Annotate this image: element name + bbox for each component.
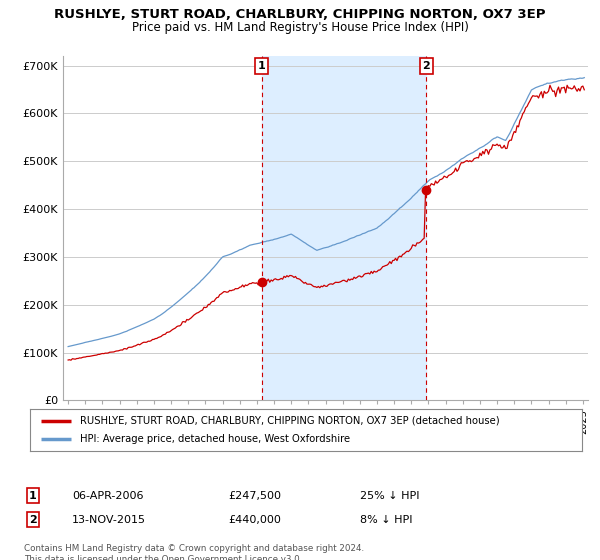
Text: 8% ↓ HPI: 8% ↓ HPI bbox=[360, 515, 413, 525]
Bar bbox=[262, 56, 426, 400]
Text: 2: 2 bbox=[422, 61, 430, 71]
Text: HPI: Average price, detached house, West Oxfordshire: HPI: Average price, detached house, West… bbox=[80, 434, 350, 444]
Text: 13-NOV-2015: 13-NOV-2015 bbox=[72, 515, 146, 525]
Text: £440,000: £440,000 bbox=[228, 515, 281, 525]
Text: 1: 1 bbox=[257, 61, 265, 71]
Text: 25% ↓ HPI: 25% ↓ HPI bbox=[360, 491, 419, 501]
Text: RUSHLYE, STURT ROAD, CHARLBURY, CHIPPING NORTON, OX7 3EP: RUSHLYE, STURT ROAD, CHARLBURY, CHIPPING… bbox=[54, 8, 546, 21]
Text: Price paid vs. HM Land Registry's House Price Index (HPI): Price paid vs. HM Land Registry's House … bbox=[131, 21, 469, 34]
Text: RUSHLYE, STURT ROAD, CHARLBURY, CHIPPING NORTON, OX7 3EP (detached house): RUSHLYE, STURT ROAD, CHARLBURY, CHIPPING… bbox=[80, 416, 499, 426]
Text: Contains HM Land Registry data © Crown copyright and database right 2024.
This d: Contains HM Land Registry data © Crown c… bbox=[24, 544, 364, 560]
Text: 1: 1 bbox=[29, 491, 37, 501]
Text: 06-APR-2006: 06-APR-2006 bbox=[72, 491, 143, 501]
Text: £247,500: £247,500 bbox=[228, 491, 281, 501]
Text: 2: 2 bbox=[29, 515, 37, 525]
